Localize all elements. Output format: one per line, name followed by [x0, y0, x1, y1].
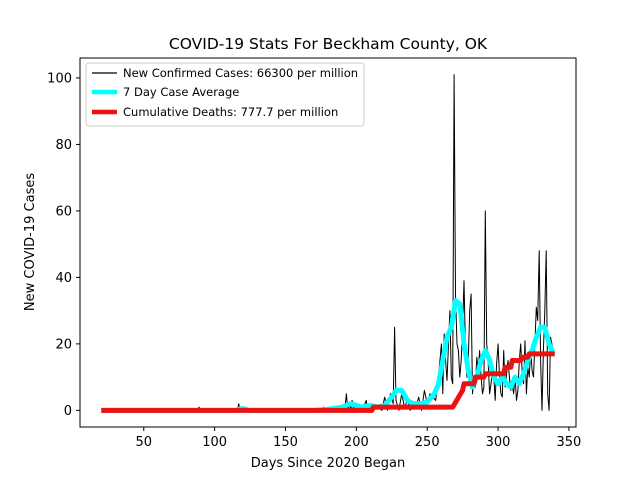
series-layer [101, 74, 556, 413]
legend-box [85, 62, 365, 127]
series-line-cumulative-deaths-777 [101, 351, 555, 413]
x-axis-label: Days Since 2020 Began [251, 456, 406, 471]
y-axis: 0 20 40 60 80 100 [47, 71, 80, 419]
y-tick-label: 60 [55, 204, 72, 219]
legend: New Confirmed Cases: 66300 per million 7… [85, 62, 365, 127]
legend-label-7-day-average: 7 Day Case Average [123, 85, 239, 99]
chart-title: COVID-19 Stats For Beckham County, OK [169, 35, 488, 53]
y-tick-label: 20 [55, 337, 72, 352]
x-tick-label: 300 [486, 435, 511, 450]
x-tick-label: 350 [557, 435, 582, 450]
y-tick-label: 100 [47, 71, 72, 86]
x-tick-label: 100 [202, 435, 227, 450]
x-axis: 50 100 150 200 250 300 350 [135, 427, 581, 450]
y-tick-label: 80 [55, 138, 72, 153]
y-tick-label: 40 [55, 271, 72, 286]
legend-label-new-cases: New Confirmed Cases: 66300 per million [123, 66, 358, 80]
x-tick-label: 200 [344, 435, 369, 450]
x-tick-label: 150 [273, 435, 298, 450]
plot-frame [79, 57, 577, 428]
y-axis-label: New COVID-19 Cases [23, 173, 38, 311]
y-tick-label: 0 [64, 404, 72, 419]
x-tick-label: 250 [415, 435, 440, 450]
legend-label-cumulative-deaths: Cumulative Deaths: 777.7 per million [123, 105, 338, 119]
x-tick-label: 50 [135, 435, 152, 450]
